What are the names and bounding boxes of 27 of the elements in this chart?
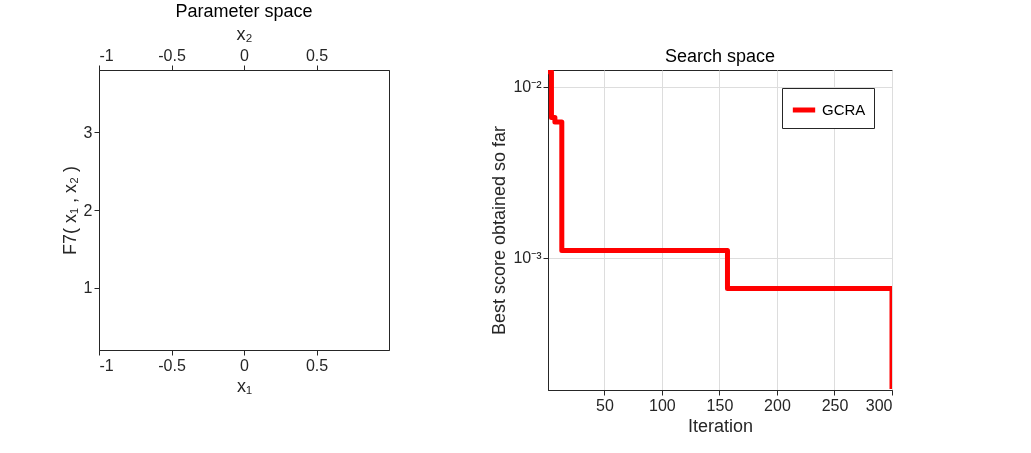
x2-axis-title: x₂ — [236, 23, 253, 44]
chart-title: Search space — [664, 46, 776, 66]
chart-title: Parameter space — [175, 1, 313, 21]
x-axis-title: x₁ — [236, 375, 253, 396]
x-tick-label: -1 — [99, 356, 114, 374]
x2-tick-label: -0.5 — [158, 46, 186, 64]
y-axis-title: Best score obtained so far — [489, 125, 510, 336]
x-tick-label: -0.5 — [158, 356, 186, 374]
x-tick-label: 50 — [595, 396, 614, 414]
x-tick-label: 250 — [821, 396, 849, 414]
x-tick-label: 200 — [764, 396, 791, 414]
x2-tick-label: 0 — [240, 46, 250, 64]
x-tick-label: 0.5 — [305, 356, 329, 374]
x-tick-label: 100 — [649, 396, 676, 414]
x-tick-label: 300 — [865, 396, 893, 414]
legend-label: GCRA — [822, 101, 866, 118]
y-tick-label: 10⁻³ — [513, 249, 543, 267]
y-tick-label: 3 — [83, 123, 93, 141]
x-axis-title: Iteration — [687, 415, 754, 436]
y-axis-title: F7( x₁ , x₂ ) — [59, 165, 80, 256]
y-tick-label: 10⁻² — [513, 78, 543, 96]
y-tick-label: 2 — [83, 201, 93, 219]
x-tick-label: 0 — [240, 356, 250, 374]
y-tick-label: 1 — [83, 279, 93, 297]
x2-tick-label: 0.5 — [305, 46, 329, 64]
x2-tick-label: -1 — [99, 46, 114, 64]
x-tick-label: 150 — [706, 396, 734, 414]
